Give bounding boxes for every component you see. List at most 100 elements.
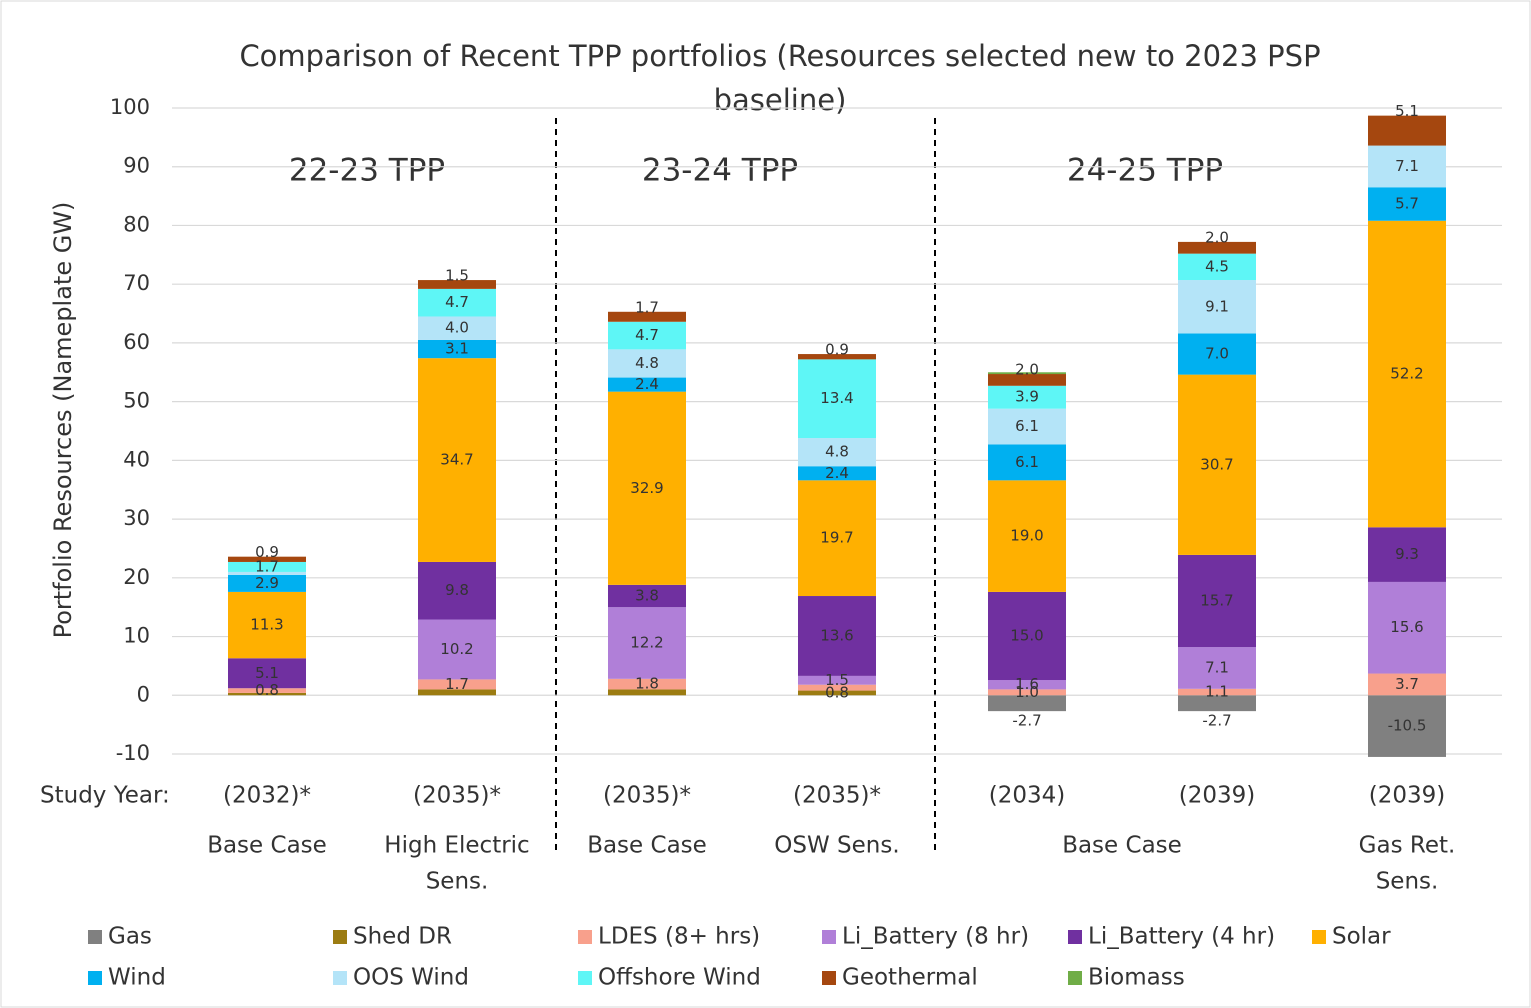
legend-label: Biomass (1088, 965, 1185, 991)
bar-segment (1368, 220, 1446, 528)
data-label: 1.7 (255, 557, 279, 575)
bar-segment (228, 574, 306, 592)
bar-segment (1178, 253, 1256, 281)
y-tick-label: 20 (123, 565, 150, 589)
bar-segment (418, 619, 496, 680)
data-label: 19.7 (820, 529, 853, 547)
bar-segment (1368, 695, 1446, 757)
legend-swatch (578, 971, 592, 985)
bar-segment (1368, 187, 1446, 221)
data-label: 1.5 (445, 267, 469, 285)
case-label: Base Case (207, 833, 327, 859)
data-label: 32.9 (630, 479, 663, 497)
bar-segment (608, 678, 686, 690)
data-label: 9.3 (1395, 545, 1419, 563)
data-label: 1.7 (635, 298, 659, 316)
bar-segment (228, 556, 306, 562)
case-label: Sens. (1376, 869, 1439, 895)
y-tick-label: 0 (137, 682, 150, 706)
data-label: 2.9 (255, 574, 279, 592)
legend-label: Wind (108, 965, 166, 991)
data-label: 1.7 (445, 675, 469, 693)
bar-segment (608, 391, 686, 585)
data-label: 7.0 (1205, 345, 1229, 363)
data-label: 4.7 (445, 293, 469, 311)
chart-title: Comparison of Recent TPP portfolios (Res… (239, 39, 1320, 73)
bar-segment (1178, 554, 1256, 648)
legend-label: Li_Battery (4 hr) (1088, 924, 1275, 950)
bar-segment (798, 675, 876, 685)
data-label: 2.0 (1015, 361, 1039, 379)
bar-segment (798, 359, 876, 439)
data-label: 15.7 (1200, 592, 1233, 610)
data-label: 1.0 (1015, 683, 1039, 701)
data-label: 34.7 (440, 451, 473, 469)
data-label: 4.5 (1205, 257, 1229, 275)
x-tick-label: (2034) (989, 783, 1065, 809)
bar-segment (988, 591, 1066, 681)
data-label: 52.2 (1390, 365, 1423, 383)
legend-swatch (822, 930, 836, 944)
bar-segment (418, 689, 496, 696)
data-label: 11.3 (250, 616, 283, 634)
bar-segment (228, 591, 306, 659)
data-label: 4.8 (825, 443, 849, 461)
group-label: 24-25 TPP (1067, 153, 1223, 189)
legend-label: Solar (1332, 924, 1391, 950)
case-label: Sens. (426, 869, 489, 895)
data-label: 5.7 (1395, 195, 1419, 213)
data-label: 9.8 (445, 581, 469, 599)
data-label: 0.9 (255, 543, 279, 561)
case-label: Gas Ret. (1359, 833, 1456, 859)
bar-segment (988, 689, 1066, 696)
data-label: 13.4 (820, 389, 853, 407)
bar-segment (988, 680, 1066, 690)
bar-segment (1178, 241, 1256, 254)
bar-segment (798, 690, 876, 696)
data-label: 4.7 (635, 326, 659, 344)
bar-segment (798, 480, 876, 597)
bar-segment (798, 684, 876, 691)
case-label: Base Case (1062, 833, 1182, 859)
x-tick-label: (2035)* (603, 783, 691, 809)
legend-label: LDES (8+ hrs) (598, 924, 760, 950)
y-tick-label: 10 (123, 624, 150, 648)
bar-segment (608, 311, 686, 322)
data-label: 0.8 (825, 683, 849, 701)
bar-segment (608, 377, 686, 392)
y-tick-label: 40 (123, 447, 150, 471)
y-tick-label: 80 (123, 212, 150, 236)
bar-segment (228, 688, 306, 693)
bar-segment (1368, 145, 1446, 188)
data-label: 12.2 (630, 634, 663, 652)
legend-swatch (333, 971, 347, 985)
chart-title: baseline) (714, 83, 847, 117)
y-tick-label: -10 (116, 741, 150, 765)
bar-segment (1178, 280, 1256, 334)
x-axis-label: Study Year: (40, 783, 170, 809)
case-label: Base Case (587, 833, 707, 859)
legend-swatch (88, 971, 102, 985)
bar-segment (798, 466, 876, 481)
bar-segment (1178, 647, 1256, 689)
data-label: 10.2 (440, 640, 473, 658)
bar-segment (1368, 115, 1446, 146)
bar-segment (608, 349, 686, 378)
x-tick-label: (2035)* (793, 783, 881, 809)
y-axis-label: Portfolio Resources (Nameplate GW) (49, 202, 77, 639)
data-label: 5.1 (1395, 102, 1419, 120)
data-label: 3.7 (1395, 675, 1419, 693)
x-tick-label: (2035)* (413, 783, 501, 809)
data-label: 2.4 (825, 464, 849, 482)
bar-segment (228, 571, 306, 575)
legend-label: Shed DR (353, 924, 452, 950)
bar-segment (988, 444, 1066, 481)
bar-segment (798, 354, 876, 360)
legend-swatch (1068, 930, 1082, 944)
data-label: -2.7 (1202, 712, 1231, 730)
data-label: 4.0 (445, 319, 469, 337)
bar-segment (418, 561, 496, 620)
data-label: 1.6 (1015, 675, 1039, 693)
data-label: 7.1 (1205, 658, 1229, 676)
